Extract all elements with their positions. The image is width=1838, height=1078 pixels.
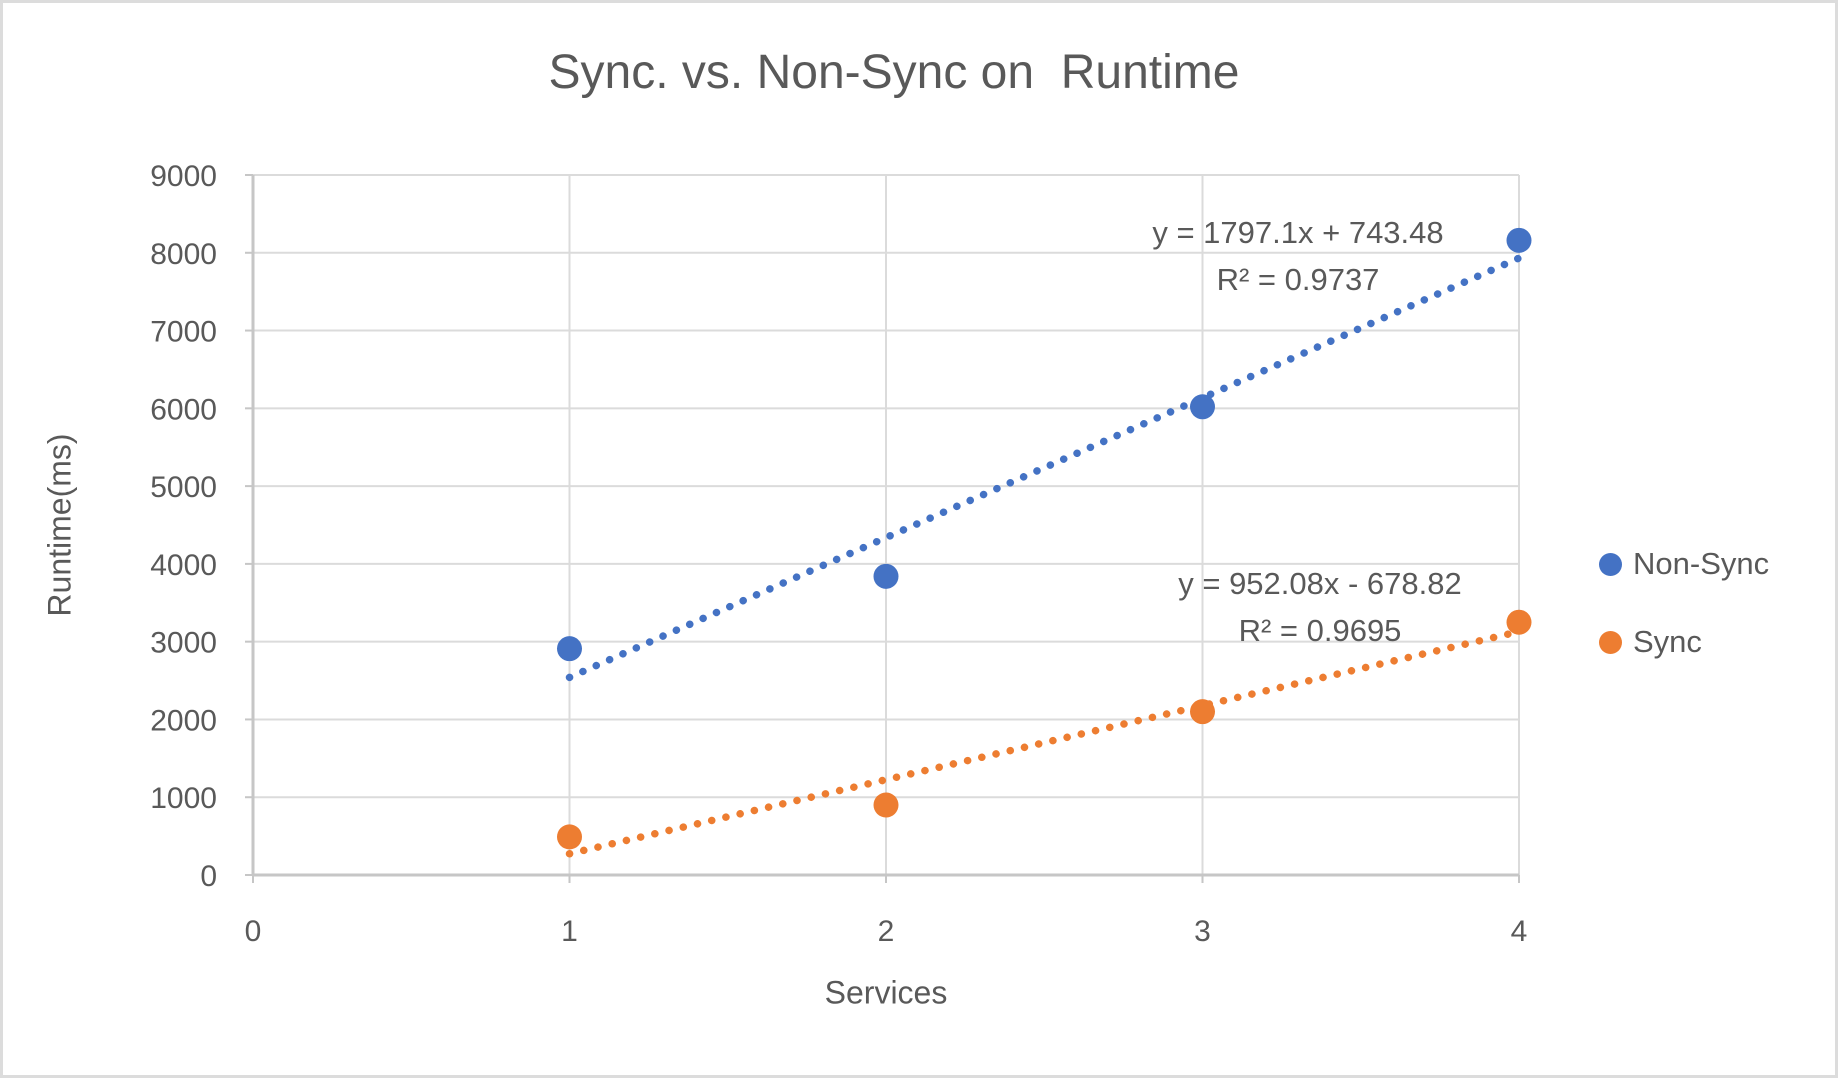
data-point-non-sync[interactable]	[557, 636, 582, 662]
y-axis-title: Runtime(ms)	[41, 433, 78, 617]
y-tick-label: 3000	[150, 627, 217, 660]
trendline-label-non-sync: y = 1797.1x + 743.48 R² = 0.9737	[1152, 209, 1443, 303]
x-tick-label: 3	[1194, 915, 1211, 948]
y-tick-label: 7000	[150, 316, 217, 349]
y-tick-label: 4000	[150, 549, 217, 582]
trendline-r2-sync: R² = 0.9695	[1238, 613, 1402, 648]
data-point-sync[interactable]	[1190, 699, 1215, 725]
x-tick-label: 4	[1511, 915, 1528, 948]
trendline-equation-non-sync: y = 1797.1x + 743.48	[1152, 215, 1444, 250]
trendline-sync[interactable]	[565, 627, 1523, 858]
y-tick-label: 8000	[150, 238, 217, 271]
y-tick-label: 9000	[150, 160, 217, 193]
y-tick-label: 2000	[150, 704, 217, 737]
data-point-sync[interactable]	[873, 792, 899, 818]
data-point-non-sync[interactable]	[1506, 227, 1532, 253]
y-tick-label: 5000	[150, 471, 217, 504]
data-point-sync[interactable]	[557, 824, 582, 850]
y-tick-label: 1000	[150, 782, 217, 815]
legend-item-non-sync[interactable]: Non-Sync	[1599, 546, 1769, 582]
trendline-label-sync: y = 952.08x - 678.82 R² = 0.9695	[1178, 560, 1462, 654]
x-tick-label: 1	[561, 915, 578, 948]
y-tick-label: 0	[200, 860, 217, 893]
plot-area: 0 1000 2000 3000 4000 5000 6000 7000 8000 9000 0 1 2…	[150, 160, 1532, 948]
trendline-equation-sync: y = 952.08x - 678.82	[1178, 566, 1462, 601]
legend-marker-sync-icon	[1599, 630, 1622, 654]
legend-item-sync[interactable]: Sync	[1599, 624, 1769, 660]
data-point-non-sync[interactable]	[1190, 394, 1215, 420]
x-tick-label: 0	[245, 915, 262, 948]
data-point-sync[interactable]	[1506, 609, 1532, 635]
y-tick-label: 6000	[150, 393, 217, 426]
legend-label-sync: Sync	[1633, 624, 1702, 659]
x-axis-title: Services	[824, 974, 948, 1011]
x-tick-label: 2	[878, 915, 895, 948]
trendline-r2-non-sync: R² = 0.9737	[1216, 262, 1380, 297]
legend-label-non-sync: Non-Sync	[1633, 546, 1770, 581]
trendline-non-sync[interactable]	[565, 254, 1523, 682]
legend-marker-non-sync-icon	[1599, 552, 1622, 576]
data-point-non-sync[interactable]	[873, 563, 899, 589]
legend: Non-Sync Sync	[1599, 546, 1769, 660]
chart-title: Sync. vs. Non-Sync on Runtime	[548, 46, 1240, 99]
